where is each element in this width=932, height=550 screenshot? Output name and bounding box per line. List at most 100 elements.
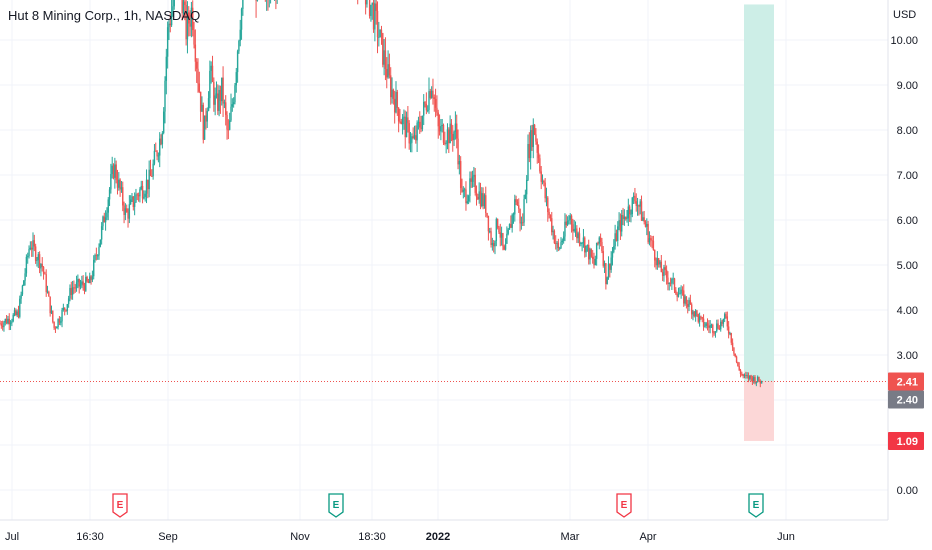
candle-body bbox=[382, 33, 384, 65]
candle-body bbox=[415, 135, 417, 141]
candle-body bbox=[395, 91, 397, 113]
candle bbox=[38, 251, 41, 274]
candle bbox=[376, 1, 379, 54]
candle-body bbox=[48, 291, 50, 297]
price-tick-label: 7.00 bbox=[897, 170, 918, 182]
candle bbox=[506, 226, 508, 244]
candle bbox=[396, 89, 399, 116]
candle-body bbox=[512, 214, 515, 216]
candle-body bbox=[689, 300, 692, 305]
candle-body bbox=[647, 223, 649, 243]
candle-body bbox=[634, 195, 636, 202]
candle bbox=[593, 252, 595, 269]
candle bbox=[631, 197, 633, 218]
candle bbox=[118, 172, 120, 191]
candle bbox=[186, 1, 189, 54]
price-tick-label: 9.00 bbox=[897, 80, 918, 92]
candle bbox=[115, 160, 117, 184]
candle bbox=[407, 106, 409, 133]
candle bbox=[4, 318, 6, 326]
candle-body bbox=[547, 197, 549, 213]
candle bbox=[533, 123, 536, 136]
candle bbox=[256, 0, 259, 2]
earnings-marker-shape bbox=[112, 493, 128, 518]
candle-body bbox=[112, 165, 115, 178]
candle-body bbox=[640, 201, 643, 221]
position-zones bbox=[744, 4, 774, 441]
candle-body bbox=[393, 98, 396, 113]
candle-body bbox=[456, 123, 458, 139]
profit-zone[interactable] bbox=[744, 4, 774, 382]
candle bbox=[405, 111, 408, 138]
earnings-marker[interactable]: E bbox=[616, 493, 632, 518]
candle bbox=[704, 321, 706, 328]
candle bbox=[424, 101, 426, 108]
earnings-marker[interactable]: E bbox=[112, 493, 128, 518]
candle bbox=[570, 214, 573, 233]
candle-body bbox=[119, 179, 121, 190]
candle-body bbox=[411, 136, 413, 143]
candle-body bbox=[576, 228, 578, 239]
candle bbox=[19, 295, 21, 319]
candle-body bbox=[234, 85, 236, 103]
candle bbox=[141, 180, 144, 204]
candle bbox=[122, 181, 124, 212]
candle-body bbox=[19, 298, 21, 317]
candle bbox=[656, 251, 659, 270]
earnings-marker[interactable]: E bbox=[748, 493, 764, 518]
candle bbox=[430, 86, 433, 99]
candle bbox=[635, 193, 637, 212]
candle bbox=[582, 228, 585, 248]
candle-body bbox=[489, 231, 491, 233]
candle bbox=[718, 325, 721, 331]
candle bbox=[375, 0, 377, 25]
candle bbox=[742, 373, 744, 379]
candle bbox=[112, 163, 115, 180]
candle-body bbox=[149, 169, 152, 176]
candle bbox=[599, 233, 602, 247]
candle-body bbox=[144, 193, 146, 197]
candle-body bbox=[557, 242, 560, 249]
candle bbox=[96, 254, 99, 260]
candle bbox=[690, 302, 693, 319]
candle bbox=[514, 194, 516, 222]
candle bbox=[548, 208, 550, 219]
candle-body bbox=[731, 342, 734, 348]
candle-body bbox=[151, 175, 153, 177]
candle-body bbox=[499, 232, 501, 238]
candle bbox=[65, 309, 67, 313]
candle-body bbox=[213, 81, 215, 105]
candle bbox=[44, 271, 46, 275]
candle bbox=[162, 107, 165, 135]
candle bbox=[519, 208, 521, 232]
candle bbox=[543, 179, 545, 187]
candle bbox=[512, 212, 515, 224]
candle-body bbox=[29, 247, 32, 250]
candle bbox=[467, 194, 470, 205]
candle-body bbox=[713, 332, 715, 334]
candle-body bbox=[152, 163, 154, 177]
candle bbox=[383, 38, 385, 76]
candle-body bbox=[598, 237, 600, 244]
candle bbox=[636, 197, 639, 216]
candle-body bbox=[448, 129, 450, 144]
candle bbox=[69, 284, 71, 302]
candle-body bbox=[611, 251, 614, 258]
candle-body bbox=[221, 77, 223, 102]
candle bbox=[525, 175, 528, 204]
candle-body bbox=[141, 185, 144, 199]
candle bbox=[500, 226, 503, 246]
candle bbox=[391, 77, 393, 104]
candle bbox=[580, 241, 582, 247]
candle-body bbox=[11, 321, 13, 323]
time-axis-ticks[interactable]: Jul 16:30 Sep Nov 18:30 2022 Mar Apr Jun bbox=[5, 531, 795, 543]
candle-body bbox=[696, 310, 698, 315]
earnings-marker[interactable]: E bbox=[328, 493, 344, 518]
candle-body bbox=[510, 223, 512, 228]
candle bbox=[408, 120, 410, 150]
candle bbox=[569, 213, 571, 225]
last-price-badge-bg bbox=[888, 372, 924, 391]
loss-zone[interactable] bbox=[744, 381, 774, 441]
